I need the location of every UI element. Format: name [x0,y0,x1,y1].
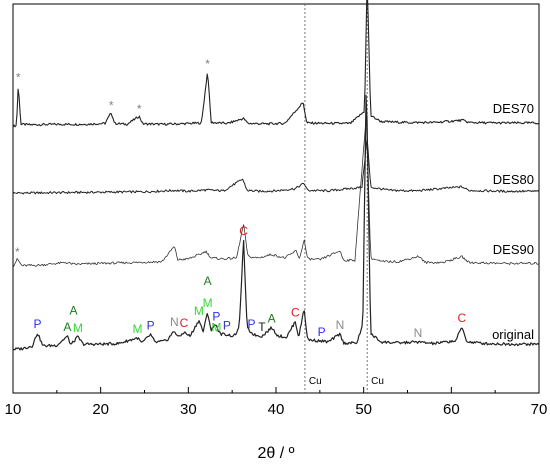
reference-lines: Cu Cu [304,4,384,393]
peak-label: N [336,318,345,332]
peak-label: M [203,296,213,310]
peak-label: M [132,322,142,336]
peak-label: * [109,99,114,113]
peak-label: * [205,57,210,71]
series-label-DES90: DES90 [493,242,534,257]
peak-label: M [194,304,204,318]
x-tick-label: 70 [531,401,548,418]
peak-label: P [147,318,155,332]
series-labels: DES70 DES80 DES90 original [492,101,534,342]
trace-original [12,94,540,351]
peak-label: M [73,321,83,335]
x-tick-label: 60 [443,401,460,418]
x-tick-label: 30 [180,401,197,418]
peak-label: P [223,318,231,332]
peak-label: P [247,317,255,331]
x-axis: 10 20 30 40 50 60 70 [5,387,548,418]
x-tick-label: 50 [355,401,372,418]
peak-label: C [458,311,467,325]
peak-label: * [16,70,21,84]
peak-label: C [180,316,189,330]
x-tick-label: 10 [5,401,22,418]
x-tick-label: 20 [92,401,109,418]
peak-label: P [212,310,220,324]
trace-DES70 [12,0,540,128]
x-tick-label: 40 [268,401,285,418]
x-axis-label: 2θ / º [258,445,295,462]
peak-label: C [291,305,300,319]
peak-label: N [170,315,179,329]
peak-label: A [63,320,71,334]
series-label-DES80: DES80 [493,172,534,187]
peak-label: P [318,325,326,339]
peak-label: M [211,321,221,335]
diffraction-traces [12,0,540,351]
peak-label: T [258,320,266,334]
peak-label: * [15,245,20,259]
peak-label: * [137,102,142,116]
trace-DES90 [12,116,540,268]
peak-label: N [414,326,423,340]
cu-reference-label: Cu [309,376,322,387]
series-label-DES70: DES70 [493,101,534,116]
peak-label: P [34,317,42,331]
peak-label: A [268,312,276,326]
peak-label: C [239,224,248,238]
series-label-original: original [492,327,534,342]
peak-label: A [204,274,212,288]
peak-label: A [69,304,77,318]
trace-DES80 [12,138,540,195]
cu-reference-label: Cu [371,376,384,387]
